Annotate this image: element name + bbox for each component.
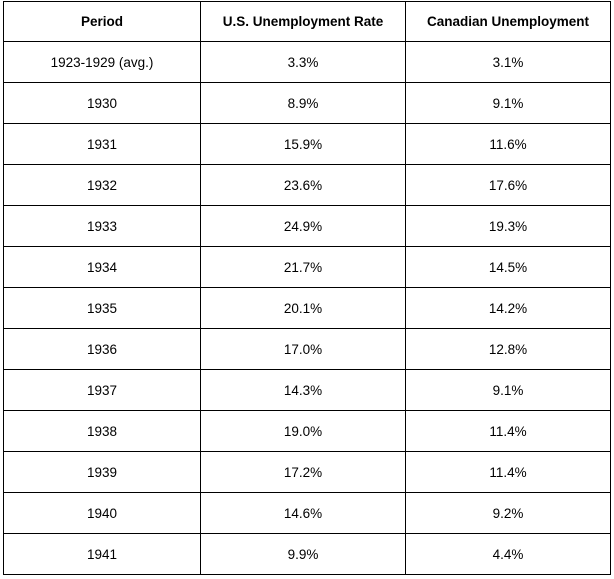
table-row: 1936 17.0% 12.8% xyxy=(3,328,611,370)
header-period: Period xyxy=(3,1,201,42)
period-cell: 1937 xyxy=(3,369,201,411)
us-rate-cell: 17.0% xyxy=(200,328,406,370)
period-cell: 1941 xyxy=(3,533,201,575)
period-cell: 1933 xyxy=(3,205,201,247)
table-row: 1938 19.0% 11.4% xyxy=(3,410,611,452)
table-row: 1932 23.6% 17.6% xyxy=(3,164,611,206)
table-row: 1934 21.7% 14.5% xyxy=(3,246,611,288)
canadian-rate-cell: 11.4% xyxy=(405,451,611,493)
header-us-rate: U.S. Unemployment Rate xyxy=(200,1,406,42)
period-cell: 1940 xyxy=(3,492,201,534)
us-rate-cell: 3.3% xyxy=(200,41,406,83)
period-cell: 1934 xyxy=(3,246,201,288)
us-rate-cell: 15.9% xyxy=(200,123,406,165)
period-cell: 1923-1929 (avg.) xyxy=(3,41,201,83)
us-rate-cell: 17.2% xyxy=(200,451,406,493)
table-row: 1930 8.9% 9.1% xyxy=(3,82,611,124)
period-cell: 1931 xyxy=(3,123,201,165)
canadian-rate-cell: 9.1% xyxy=(405,82,611,124)
header-row: Period U.S. Unemployment Rate Canadian U… xyxy=(3,1,611,42)
table-header: Period U.S. Unemployment Rate Canadian U… xyxy=(3,1,611,42)
us-rate-cell: 24.9% xyxy=(200,205,406,247)
canadian-rate-cell: 11.4% xyxy=(405,410,611,452)
us-rate-cell: 21.7% xyxy=(200,246,406,288)
period-cell: 1936 xyxy=(3,328,201,370)
header-canadian-rate: Canadian Unemployment xyxy=(405,1,611,42)
canadian-rate-cell: 4.4% xyxy=(405,533,611,575)
period-cell: 1935 xyxy=(3,287,201,329)
canadian-rate-cell: 17.6% xyxy=(405,164,611,206)
unemployment-table: Period U.S. Unemployment Rate Canadian U… xyxy=(3,1,611,575)
period-cell: 1939 xyxy=(3,451,201,493)
canadian-rate-cell: 14.2% xyxy=(405,287,611,329)
canadian-rate-cell: 12.8% xyxy=(405,328,611,370)
canadian-rate-cell: 14.5% xyxy=(405,246,611,288)
us-rate-cell: 14.6% xyxy=(200,492,406,534)
table-row: 1923-1929 (avg.) 3.3% 3.1% xyxy=(3,41,611,83)
canadian-rate-cell: 9.1% xyxy=(405,369,611,411)
canadian-rate-cell: 9.2% xyxy=(405,492,611,534)
period-cell: 1938 xyxy=(3,410,201,452)
us-rate-cell: 9.9% xyxy=(200,533,406,575)
us-rate-cell: 20.1% xyxy=(200,287,406,329)
us-rate-cell: 19.0% xyxy=(200,410,406,452)
us-rate-cell: 8.9% xyxy=(200,82,406,124)
canadian-rate-cell: 11.6% xyxy=(405,123,611,165)
us-rate-cell: 23.6% xyxy=(200,164,406,206)
table-body: 1923-1929 (avg.) 3.3% 3.1% 1930 8.9% 9.1% 1931… xyxy=(3,41,611,575)
table-row: 1940 14.6% 9.2% xyxy=(3,492,611,534)
table-row: 1939 17.2% 11.4% xyxy=(3,451,611,493)
table-row: 1935 20.1% 14.2% xyxy=(3,287,611,329)
canadian-rate-cell: 19.3% xyxy=(405,205,611,247)
period-cell: 1930 xyxy=(3,82,201,124)
table-row: 1937 14.3% 9.1% xyxy=(3,369,611,411)
table-row: 1931 15.9% 11.6% xyxy=(3,123,611,165)
period-cell: 1932 xyxy=(3,164,201,206)
table-row: 1941 9.9% 4.4% xyxy=(3,533,611,575)
canadian-rate-cell: 3.1% xyxy=(405,41,611,83)
table-row: 1933 24.9% 19.3% xyxy=(3,205,611,247)
us-rate-cell: 14.3% xyxy=(200,369,406,411)
